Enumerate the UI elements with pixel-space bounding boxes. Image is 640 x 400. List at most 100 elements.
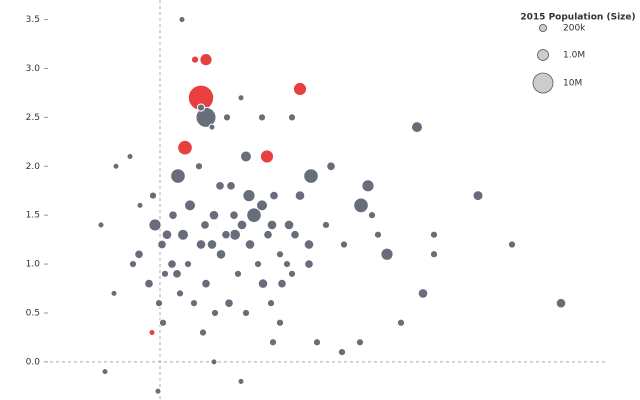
y-tick-label: 0.5 [26,308,40,318]
bubble [275,318,285,327]
bubble [101,368,109,376]
bubble [411,121,423,134]
bubble [244,239,256,250]
bubble [194,162,204,171]
bubble [337,347,347,357]
legend-label: 200k [563,24,586,34]
bubble [361,179,375,193]
bubble [294,190,306,201]
bubble [126,152,134,161]
bubble [417,288,429,299]
bubble [158,318,168,327]
bubble [263,229,273,240]
bubble [206,239,218,250]
bubble [257,278,269,289]
bubble [257,113,267,122]
bubble [367,211,377,220]
bubble [208,123,216,131]
bubble [241,308,251,318]
bubble [144,278,154,289]
bubble [555,297,567,309]
legend-label: 10M [563,79,582,89]
bubble [168,210,178,220]
legend-bubble [538,23,548,33]
bubble [268,338,278,347]
bubble [112,162,120,170]
bubble [507,240,517,249]
bubble [210,308,220,318]
bubble [128,259,138,269]
bubble [242,188,256,203]
bubble [154,299,164,308]
bubble [304,259,314,269]
bubble [199,53,213,67]
bubble [154,387,162,395]
bubble [353,197,369,214]
bubble [282,259,292,269]
y-tick-label: 3.0 [26,64,41,74]
bubble [290,229,300,240]
bubble [196,103,206,112]
bubble [215,248,227,260]
bubble [303,168,319,184]
bubble [237,94,245,102]
bubble [222,113,232,122]
bubble [233,269,243,278]
bubble [373,230,383,239]
bubble [215,180,225,191]
bubble [292,81,308,97]
bubble [396,318,406,327]
bubble [266,219,278,231]
bubble [177,228,189,241]
bubble [221,229,231,240]
bubble [275,250,285,259]
bubble [266,299,276,308]
bubble [148,328,156,337]
legend-title: 2015 Population (Size) [520,13,635,23]
bubble [189,299,199,308]
bubble [246,207,262,223]
bubble [240,150,252,163]
legend-bubble [532,72,554,94]
bubble [229,210,239,220]
bubble [472,190,484,202]
bubble [283,219,295,231]
bubble [277,278,287,289]
bubble [224,298,234,309]
bubble [269,190,279,201]
bubble [201,278,211,289]
bubble [429,250,439,259]
bubble [157,239,167,250]
bubble [226,180,236,191]
bubble [136,201,144,209]
bubble [148,218,162,232]
y-tick-label: 0.0 [26,357,41,367]
bubble [167,259,177,269]
bubble [287,269,297,278]
bubble [229,228,241,241]
bubble [170,168,186,184]
bubble [195,106,217,128]
legend-bubble [537,49,549,61]
bubble [175,289,185,298]
bubble [326,161,336,172]
bubble [253,259,263,269]
bubble [177,139,193,156]
bubble [183,259,193,269]
bubble [303,239,315,250]
bubble [161,229,173,241]
bubble [355,338,365,347]
bubble [259,149,275,164]
bubble [200,220,210,230]
y-tick-label: 1.5 [26,211,40,221]
bubble [195,239,207,250]
y-tick-label: 2.5 [26,113,40,123]
bubble [160,269,170,278]
bubble [339,240,349,249]
y-tick-label: 3.5 [26,15,40,25]
bubble [184,199,196,212]
bubble [380,247,394,261]
bubble [178,16,186,24]
bubble [208,209,220,221]
